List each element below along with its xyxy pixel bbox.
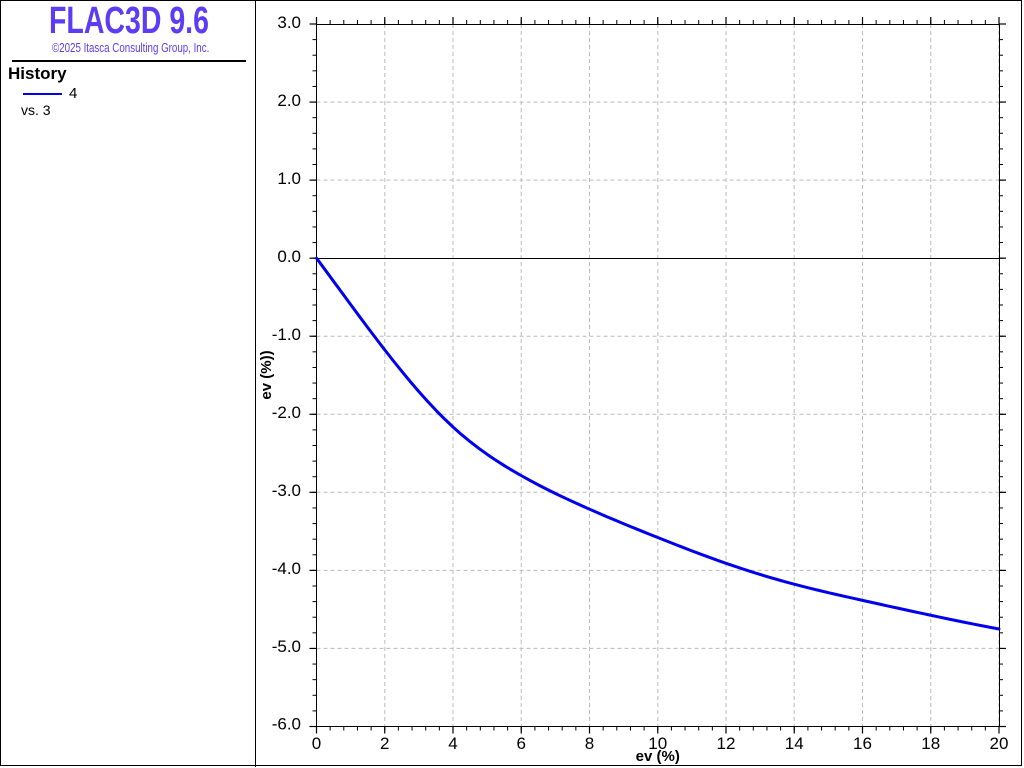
svg-text:12: 12 [717, 734, 736, 753]
svg-text:-6.0: -6.0 [272, 714, 301, 733]
svg-text:20: 20 [990, 734, 1009, 753]
svg-text:ev (%)): ev (%)) [258, 350, 275, 399]
svg-text:3.0: 3.0 [277, 13, 301, 32]
svg-text:4: 4 [448, 734, 457, 753]
svg-text:0.0: 0.0 [277, 247, 301, 266]
svg-text:1.0: 1.0 [277, 169, 301, 188]
svg-text:-2.0: -2.0 [272, 403, 301, 422]
svg-text:-3.0: -3.0 [272, 481, 301, 500]
svg-text:-4.0: -4.0 [272, 559, 301, 578]
svg-text:8: 8 [585, 734, 594, 753]
svg-text:6: 6 [517, 734, 526, 753]
svg-text:18: 18 [921, 734, 940, 753]
svg-text:-5.0: -5.0 [272, 637, 301, 656]
svg-text:2.0: 2.0 [277, 91, 301, 110]
svg-text:14: 14 [785, 734, 804, 753]
svg-text:-1.0: -1.0 [272, 325, 301, 344]
svg-text:ev (%): ev (%) [636, 748, 680, 765]
svg-text:0: 0 [312, 734, 321, 753]
svg-text:16: 16 [853, 734, 872, 753]
svg-text:2: 2 [380, 734, 389, 753]
